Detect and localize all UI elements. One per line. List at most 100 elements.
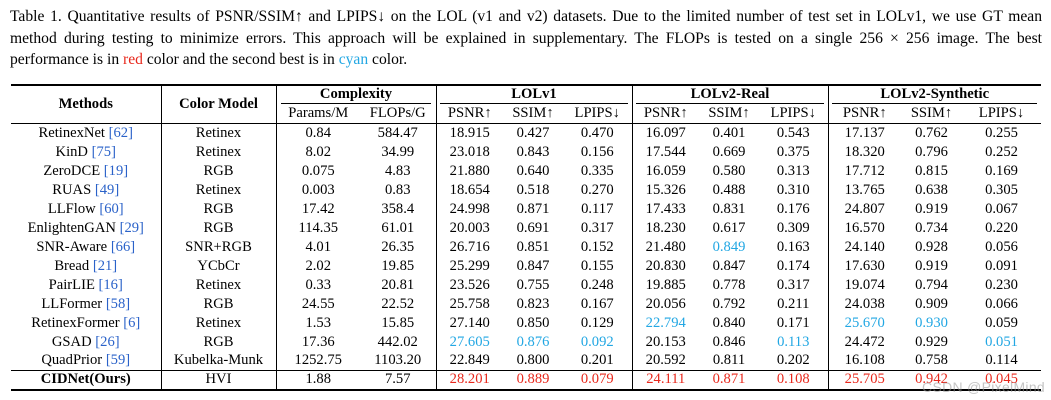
cell-params: 4.01 — [275, 237, 360, 257]
cell-lolv1-psnr: 22.849 — [435, 351, 503, 371]
cell-color-model: Retinex — [160, 142, 276, 162]
cell-lolv1-lpips: 0.167 — [580, 295, 614, 312]
cell-lolv2-syn-psnr: 17.712 — [827, 161, 901, 181]
citation-link[interactable]: [16] — [98, 276, 123, 293]
cell-lolv2-real-lpips: 0.108 — [776, 371, 810, 388]
citation-link[interactable]: [59] — [105, 352, 131, 369]
cell-color-model: Retinex — [160, 123, 276, 143]
cell-lolv2-real-lpips: 0.310 — [776, 181, 810, 198]
citation-link[interactable]: [21] — [92, 257, 118, 274]
cell-color-model: Kubelka-Munk — [160, 351, 276, 371]
citation-link[interactable]: [49] — [94, 181, 120, 198]
cell-lolv2-syn-psnr: 16.570 — [827, 218, 901, 238]
citation-link[interactable]: [6] — [123, 314, 141, 331]
method-name: RetinexNet — [38, 124, 105, 141]
cell-lolv2-syn-lpips: 0.169 — [985, 162, 1018, 179]
cell-lolv1-lpips: 0.152 — [580, 238, 614, 255]
cell-lolv1-psnr: 26.716 — [435, 237, 503, 257]
cell-lolv2-real-psnr: 17.544 — [631, 142, 699, 162]
cell-lolv1-lpips: 0.079 — [580, 371, 614, 388]
method-name: QuadPrior — [41, 352, 103, 369]
cell-flops: 1103.20 — [374, 352, 422, 369]
cell-lolv1-psnr: 21.880 — [435, 161, 503, 181]
cell-lolv2-syn-lpips: 0.059 — [985, 314, 1018, 331]
citation-link[interactable]: [26] — [95, 333, 120, 350]
cell-color-model: RGB — [160, 161, 276, 181]
cell-params: 114.35 — [275, 218, 360, 238]
cell-lolv1-ssim: 0.755 — [516, 276, 550, 293]
cell-lolv1-lpips: 0.201 — [580, 352, 614, 369]
table-row: SNR-Aware [66] SNR+RGB 4.01 26.35 26.716 0.85… — [11, 237, 1041, 257]
cell-lolv2-real-psnr: 20.830 — [631, 256, 699, 276]
cell-lolv2-syn-lpips: 0.220 — [985, 219, 1018, 236]
caption-cyan-word: cyan — [338, 51, 369, 68]
cell-lolv2-syn-psnr: 16.108 — [827, 351, 901, 371]
cell-lolv1-ssim: 0.800 — [516, 352, 550, 369]
cell-lolv2-real-ssim: 0.811 — [712, 352, 746, 369]
cell-lolv2-real-ssim: 0.847 — [712, 257, 746, 274]
cell-color-model: RGB — [160, 332, 276, 352]
cell-lolv2-syn-psnr: 19.074 — [827, 275, 901, 295]
cell-lolv2-syn-lpips: 0.252 — [985, 143, 1018, 160]
method-name: LLFlow — [47, 200, 96, 217]
cell-lolv2-real-ssim: 0.580 — [712, 162, 746, 179]
cell-color-model: RGB — [160, 218, 276, 238]
cell-color-model: SNR+RGB — [160, 237, 276, 257]
table-row: PairLIE [16] Retinex 0.33 20.81 23.526 0.755 0… — [11, 275, 1041, 295]
cell-lolv2-real-ssim: 0.831 — [712, 200, 746, 217]
table-row: CIDNet(Ours) HVI 1.88 7.57 28.201 0.889 0.079 2… — [11, 370, 1041, 390]
cell-lolv2-syn-lpips: 0.051 — [985, 333, 1018, 350]
cell-params: 0.33 — [275, 275, 360, 295]
cell-lolv2-syn-ssim: 0.942 — [915, 371, 948, 388]
table-row: QuadPrior [59] Kubelka-Munk 1252.75 1103.20… — [11, 351, 1041, 371]
cell-lolv2-syn-ssim: 0.815 — [915, 162, 948, 179]
cell-lolv2-real-psnr: 16.097 — [631, 123, 699, 143]
cell-lolv2-real-lpips: 0.174 — [776, 257, 810, 274]
method-name: RUAS — [52, 181, 92, 198]
header-psnr: PSNR↑ — [631, 104, 699, 124]
cell-lolv2-real-ssim: 0.840 — [712, 314, 746, 331]
cell-color-model: Retinex — [160, 313, 276, 333]
header-flops: FLOPs/G — [369, 105, 426, 121]
cell-lolv1-lpips: 0.092 — [580, 333, 614, 350]
method-name: KinD — [55, 143, 88, 160]
cell-lolv2-syn-psnr: 24.140 — [827, 237, 901, 257]
citation-link[interactable]: [29] — [119, 219, 144, 236]
cell-flops: 19.85 — [381, 257, 415, 274]
citation-link[interactable]: [75] — [91, 143, 116, 160]
header-psnr: PSNR↑ — [827, 104, 901, 124]
cell-lolv2-real-lpips: 0.211 — [777, 295, 810, 312]
cell-lolv1-ssim: 0.640 — [516, 162, 550, 179]
citation-link[interactable]: [60] — [99, 200, 124, 217]
citation-link[interactable]: [58] — [105, 295, 131, 312]
cell-lolv2-real-ssim: 0.792 — [712, 295, 746, 312]
cell-lolv1-psnr: 23.018 — [435, 142, 503, 162]
cell-method: EnlightenGAN [29] — [11, 219, 161, 238]
cell-flops: 358.4 — [381, 200, 415, 217]
caption-red-word: red — [123, 51, 143, 68]
method-name: CIDNet(Ours) — [40, 371, 131, 388]
citation-link[interactable]: [19] — [103, 162, 129, 179]
cell-lolv1-ssim: 0.850 — [516, 314, 550, 331]
cell-color-model: RGB — [160, 199, 276, 219]
cell-color-model: RGB — [160, 294, 276, 314]
cell-lolv2-syn-ssim: 0.734 — [915, 219, 948, 236]
header-lolv2-real: LOLv2-Real — [631, 85, 828, 104]
table-row: Bread [21] YCbCr 2.02 19.85 25.299 0.847 0.155… — [11, 256, 1041, 276]
cell-color-model: YCbCr — [160, 256, 276, 276]
cell-lolv1-ssim: 0.847 — [516, 257, 550, 274]
cell-method: QuadPrior [59] — [11, 352, 161, 371]
cell-flops: 34.99 — [381, 143, 415, 160]
cell-lolv2-syn-ssim: 0.930 — [915, 314, 948, 331]
cell-lolv2-syn-lpips: 0.255 — [962, 123, 1041, 143]
cell-lolv1-ssim: 0.518 — [516, 181, 550, 198]
cell-lolv2-real-ssim: 0.849 — [712, 238, 746, 255]
cell-color-model: Retinex — [160, 180, 276, 200]
cell-lolv1-psnr: 18.654 — [435, 180, 503, 200]
citation-link[interactable]: [62] — [108, 124, 133, 141]
citation-link[interactable]: [66] — [110, 238, 136, 255]
cell-lolv1-lpips: 0.155 — [580, 257, 614, 274]
cell-lolv2-real-lpips: 0.313 — [776, 162, 810, 179]
cell-method: LLFlow [60] — [11, 200, 161, 219]
cell-lolv2-syn-psnr: 25.670 — [827, 313, 901, 333]
